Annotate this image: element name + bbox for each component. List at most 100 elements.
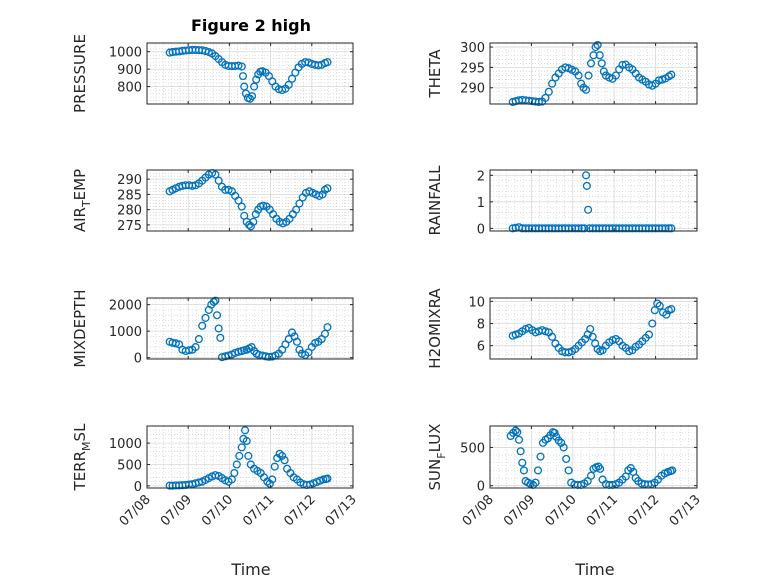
y-tick-label: 8	[477, 318, 485, 333]
x-tick-label: 07/11	[240, 492, 277, 529]
data-point	[270, 462, 279, 471]
data-point	[509, 428, 518, 437]
x-tick-label: 07/11	[584, 492, 621, 529]
data-point	[287, 328, 297, 337]
data-point	[577, 79, 586, 88]
x-tick-label: 07/09	[501, 492, 538, 529]
y-tick-label: 2	[477, 169, 485, 184]
y-axis-label-main: SUN	[426, 459, 444, 491]
y-axis-label-subscript: F	[435, 452, 448, 458]
data-point	[591, 43, 600, 52]
data-point	[278, 451, 287, 460]
data-point	[564, 466, 573, 475]
data-point	[550, 428, 559, 437]
data-point	[624, 466, 633, 475]
axes-box	[146, 42, 354, 105]
data-point	[250, 346, 259, 356]
data-point	[586, 59, 596, 68]
data-point	[648, 319, 657, 328]
x-tick-label: 07/08	[117, 492, 154, 529]
data-point	[249, 217, 258, 226]
data-point	[584, 71, 593, 80]
y-tick-label: 0	[134, 480, 142, 495]
y-tick-label: 500	[117, 458, 142, 473]
data-point	[581, 171, 591, 180]
y-tick-label: 285	[117, 188, 142, 203]
data-point	[581, 85, 591, 94]
data-point	[268, 475, 277, 484]
data-point	[580, 224, 589, 233]
y-axis-label-rest: LUX	[426, 424, 444, 453]
data-point	[668, 466, 677, 475]
y-axis-label-main: TERR	[71, 451, 89, 492]
data-point	[518, 458, 527, 467]
data-point	[581, 334, 590, 344]
data-point	[287, 74, 297, 83]
data-point	[250, 82, 259, 91]
data-point	[653, 299, 662, 308]
data-point	[323, 323, 332, 332]
xlabel-left: Time	[230, 560, 270, 579]
axes-background	[490, 170, 697, 231]
x-tick-label: 07/10	[543, 492, 580, 529]
y-axis-label: RAINFALL	[426, 165, 444, 236]
data-point	[201, 313, 210, 322]
data-point	[259, 201, 268, 210]
data-point	[230, 468, 239, 478]
data-point	[237, 202, 246, 211]
data-point	[664, 224, 673, 233]
data-point	[562, 454, 571, 463]
axes-box	[146, 425, 354, 489]
data-point	[292, 205, 301, 214]
data-point	[194, 335, 203, 344]
y-axis-label-main: RAINFALL	[426, 165, 444, 236]
y-tick-label: 280	[117, 204, 142, 219]
data-point	[574, 224, 583, 233]
data-point	[284, 80, 293, 89]
x-tick-label: 07/08	[460, 492, 497, 529]
data-point	[235, 451, 244, 460]
data-point	[655, 301, 664, 310]
y-axis-label-rest: EMP	[71, 169, 89, 200]
y-axis-label: AIRTEMP	[71, 169, 93, 232]
data-point	[248, 92, 257, 101]
data-point	[577, 224, 586, 233]
x-tick-label: 07/09	[158, 492, 195, 529]
figure-title: Figure 2 high	[191, 16, 311, 35]
data-point	[513, 428, 522, 437]
data-point	[516, 447, 525, 456]
data-point	[214, 324, 223, 333]
data-point	[211, 471, 220, 480]
data-point	[519, 466, 528, 475]
y-axis-label-main: H2OMIXRA	[426, 288, 444, 369]
data-point	[246, 222, 255, 231]
data-point	[667, 70, 676, 79]
data-point	[251, 210, 260, 219]
data-point	[531, 478, 540, 487]
data-point	[611, 71, 620, 80]
data-point	[599, 67, 608, 76]
data-point	[318, 190, 327, 199]
data-point	[593, 344, 602, 354]
data-point	[295, 345, 304, 354]
y-axis-label-rest: SL	[71, 423, 89, 442]
axes-box	[146, 297, 354, 360]
y-axis-label-main: AIR	[71, 207, 89, 232]
data-point	[557, 438, 566, 447]
data-point	[295, 199, 304, 208]
subplot-mixdepth: 0 1000 2000 MIXDEPTH	[71, 289, 354, 368]
data-point	[594, 462, 603, 471]
y-tick-label: 290	[117, 173, 142, 188]
data-point	[237, 443, 246, 452]
data-point	[263, 477, 272, 486]
data-point	[593, 40, 602, 50]
y-tick-label: 10	[468, 295, 485, 310]
subplot-rainfall: 0 1 2 RAINFALL	[426, 165, 698, 237]
data-point	[292, 337, 302, 346]
subplot-theta: 290 295 300 THETA	[426, 40, 698, 107]
data-point	[586, 471, 596, 480]
data-point	[514, 435, 524, 444]
data-point	[534, 97, 543, 107]
xlabel-right: Time	[574, 560, 614, 579]
data-point	[554, 436, 563, 445]
